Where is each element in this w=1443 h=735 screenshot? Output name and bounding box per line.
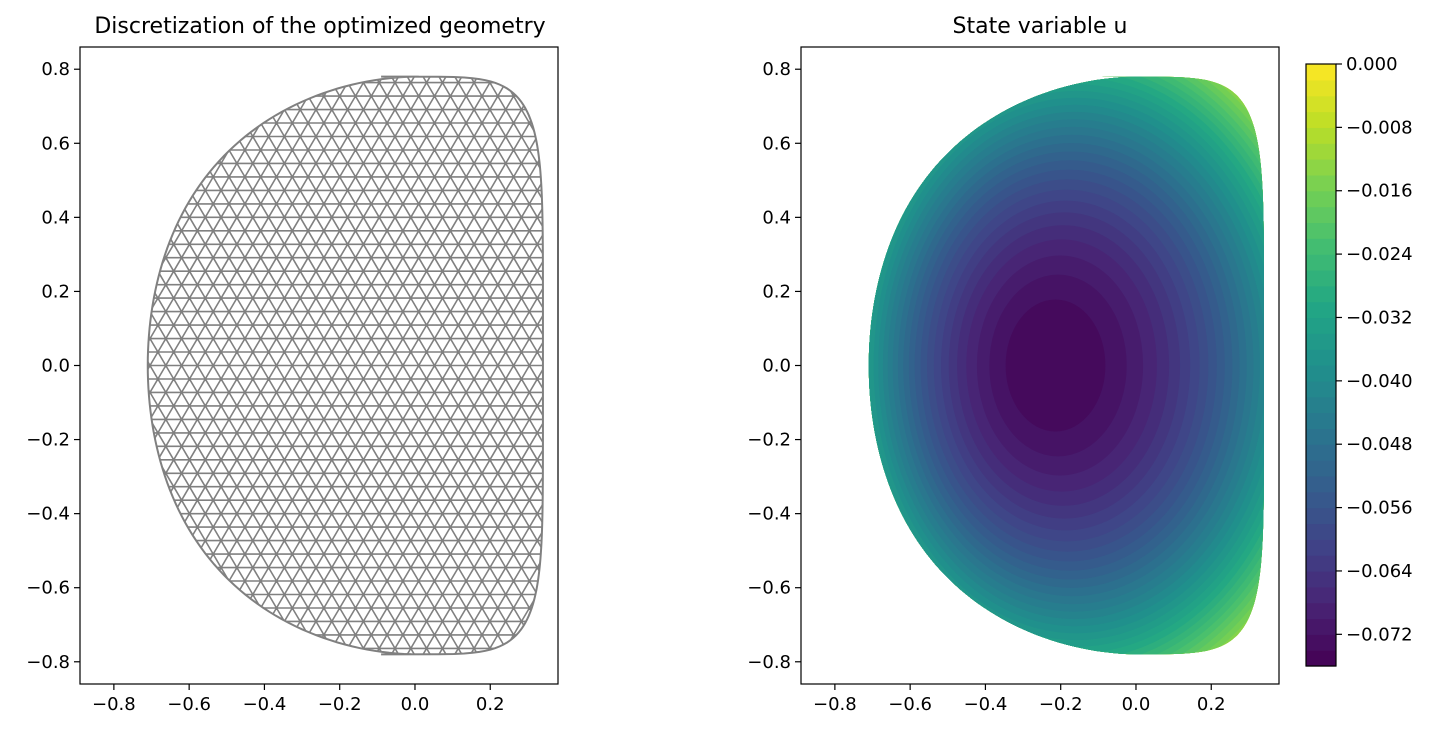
colorbar-tick-label: −0.024	[1346, 244, 1413, 265]
x-tick-label: −0.6	[167, 694, 211, 715]
y-tick-label: −0.2	[26, 430, 70, 451]
colorbar-tick-label: −0.008	[1346, 117, 1413, 138]
x-tick-label: −0.8	[813, 694, 857, 715]
colorbar-tick-label: −0.072	[1346, 624, 1413, 645]
colorbar-band	[1306, 586, 1336, 604]
x-tick-label: −0.8	[92, 694, 136, 715]
colorbar-band	[1306, 365, 1336, 382]
x-tick-label: 0.2	[1197, 694, 1226, 715]
y-tick-label: 0.6	[762, 133, 791, 154]
y-tick-label: −0.2	[747, 430, 791, 451]
x-tick-label: −0.2	[1039, 694, 1083, 715]
colorbar-band	[1306, 222, 1336, 239]
colorbar-band	[1306, 269, 1336, 287]
y-tick-label: 0.2	[762, 281, 791, 302]
colorbar-band	[1306, 475, 1336, 493]
colorbar-band	[1306, 127, 1336, 144]
x-tick-label: 0.0	[1122, 694, 1151, 715]
colorbar-band	[1306, 618, 1336, 635]
colorbar-band	[1306, 650, 1336, 667]
colorbar-band	[1306, 238, 1336, 255]
y-tick-label: 0.8	[41, 59, 70, 80]
state-x-axis: −0.8 −0.6 −0.4 −0.2 0.0 0.2	[813, 684, 1226, 715]
x-tick-label: −0.6	[888, 694, 932, 715]
colorbar-band	[1306, 460, 1336, 477]
colorbar-tick-label: −0.048	[1346, 434, 1413, 455]
colorbar-band	[1306, 380, 1336, 398]
colorbar-band	[1306, 634, 1336, 651]
y-tick-label: 0.6	[41, 133, 70, 154]
colorbar-tick-label: −0.032	[1346, 307, 1413, 328]
x-tick-label: 0.2	[476, 694, 505, 715]
y-tick-label: −0.8	[26, 652, 70, 673]
colorbar-band	[1306, 285, 1336, 303]
colorbar-band	[1306, 190, 1336, 208]
colorbar-tick-label: −0.016	[1346, 181, 1413, 202]
colorbar-tick-label: 0.000	[1346, 54, 1398, 75]
colorbar-band	[1306, 539, 1336, 556]
colorbar-band	[1306, 412, 1336, 429]
colorbar-band	[1306, 555, 1336, 572]
colorbar-frame	[1305, 63, 1337, 667]
mesh-boundary	[146, 75, 544, 656]
colorbar-band	[1306, 333, 1336, 350]
colorbar-band	[1306, 174, 1336, 192]
colorbar-band	[1306, 491, 1336, 509]
colorbar-tick-label: −0.056	[1346, 498, 1413, 519]
y-tick-label: 0.4	[41, 207, 70, 228]
colorbar-band	[1306, 570, 1336, 588]
state-title: State variable u	[953, 14, 1128, 39]
x-tick-label: −0.4	[243, 694, 287, 715]
colorbar-band	[1306, 254, 1336, 271]
colorbar-band	[1306, 523, 1336, 540]
y-tick-label: 0.0	[762, 356, 791, 377]
colorbar: 0.000 −0.008 −0.016 −0.024 −0.032 −0.040 −0.04…	[1305, 54, 1413, 667]
colorbar-band	[1306, 349, 1336, 366]
contour-band	[1005, 299, 1106, 432]
mesh-title: Discretization of the optimized geometry	[94, 14, 545, 39]
colorbar-band	[1306, 95, 1336, 113]
colorbar-band	[1306, 79, 1336, 97]
colorbar-band	[1306, 206, 1336, 224]
x-tick-label: −0.4	[964, 694, 1008, 715]
y-tick-label: −0.6	[747, 578, 791, 599]
mesh-panel: Discretization of the optimized geometry…	[26, 14, 559, 715]
mesh-y-axis: −0.8 −0.6 −0.4 −0.2 0.0 0.2 0.4 0.6 0.8	[26, 59, 80, 673]
colorbar-band	[1306, 64, 1336, 81]
x-tick-label: −0.2	[318, 694, 362, 715]
colorbar-band	[1306, 396, 1336, 414]
colorbar-band	[1306, 143, 1336, 160]
mesh-edges	[147, 76, 543, 655]
y-tick-label: −0.4	[26, 504, 70, 525]
colorbar-bands	[1306, 64, 1336, 667]
mesh-lines	[147, 76, 543, 655]
y-tick-label: 0.4	[762, 207, 791, 228]
y-tick-label: −0.4	[747, 504, 791, 525]
colorbar-band	[1306, 317, 1336, 334]
colorbar-band	[1306, 301, 1336, 319]
colorbar-band	[1306, 507, 1336, 525]
y-tick-label: 0.0	[41, 356, 70, 377]
state-panel: State variable u −0.8 −0.6 −0.4 −0.2 0.0 0.2 0…	[747, 14, 1280, 715]
colorbar-band	[1306, 428, 1336, 445]
colorbar-band	[1306, 111, 1336, 128]
colorbar-band	[1306, 159, 1336, 176]
colorbar-band	[1306, 444, 1336, 461]
y-tick-label: 0.2	[41, 281, 70, 302]
state-y-axis: −0.8 −0.6 −0.4 −0.2 0.0 0.2 0.4 0.6 0.8	[747, 59, 801, 673]
colorbar-tick-label: −0.064	[1346, 561, 1413, 582]
y-tick-label: −0.6	[26, 578, 70, 599]
colorbar-tick-label: −0.040	[1346, 371, 1413, 392]
y-tick-label: 0.8	[762, 59, 791, 80]
x-tick-label: 0.0	[401, 694, 430, 715]
colorbar-band	[1306, 602, 1336, 620]
colorbar-axis: 0.000 −0.008 −0.016 −0.024 −0.032 −0.040 −0.04…	[1336, 54, 1413, 645]
mesh-x-axis: −0.8 −0.6 −0.4 −0.2 0.0 0.2	[92, 684, 505, 715]
state-contours	[868, 76, 1264, 655]
y-tick-label: −0.8	[747, 652, 791, 673]
